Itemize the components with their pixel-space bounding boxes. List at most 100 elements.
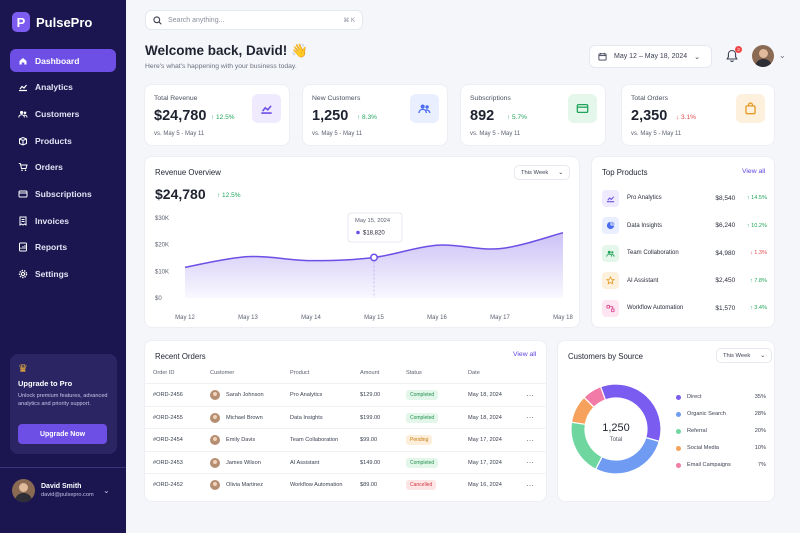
legend-dot (676, 428, 681, 434)
table-row[interactable]: #ORD-2453 James Wilson AI Assistant $149… (144, 450, 547, 474)
x-tick-label: May 17 (490, 315, 510, 321)
list-item[interactable]: AI Assistant $2,450 ↑ 7.8% (602, 271, 767, 291)
kpi-value: 1,250 (312, 108, 349, 124)
list-item[interactable]: Workflow Automation $1,570 ↑ 3.4% (602, 298, 767, 318)
page-title: Welcome back, David! 👋 (145, 43, 308, 58)
more-icon[interactable]: ··· (526, 413, 534, 423)
product-amount: $8,540 (715, 194, 736, 202)
status-badge: Completed (406, 412, 439, 423)
revenue-area (185, 232, 563, 298)
search-icon (153, 15, 162, 25)
card-icon (18, 190, 28, 198)
column-header: Date (468, 370, 480, 376)
sidebar-item-label: Invoices (35, 215, 70, 226)
kpi-comparison: vs. May 5 - May 11 (312, 131, 363, 137)
sidebar-item-subscriptions[interactable]: Subscriptions (10, 182, 116, 205)
logo[interactable]: P PulsePro (12, 12, 92, 32)
y-tick-label: $20K (155, 243, 169, 249)
kpi-value: 2,350 (631, 108, 668, 124)
kpi-card-new-customers[interactable]: New Customers 1,250 ↑ 8.3% vs. May 5 - M… (302, 84, 448, 146)
tooltip-dot (356, 230, 360, 235)
more-icon[interactable]: ··· (526, 458, 534, 468)
y-tick-label: $30K (155, 216, 169, 222)
avatar[interactable] (752, 45, 774, 67)
x-tick-label: May 16 (427, 315, 447, 321)
customer-name: Olivia Martinez (226, 482, 263, 489)
sidebar-item-dashboard[interactable]: Dashboard (10, 49, 116, 72)
search-bar[interactable]: Search anything... ⌘ K (145, 10, 363, 30)
chart-icon (261, 105, 272, 114)
sidebar-nav: Dashboard Analytics Customers Products Order… (10, 49, 116, 289)
revenue-value: $24,780 (155, 186, 206, 202)
kpi-card-total-revenue[interactable]: Total Revenue $24,780 ↑ 12.5% vs. May 5 … (144, 84, 290, 146)
upgrade-button[interactable]: Upgrade Now (18, 424, 107, 444)
legend-item: Organic Search 28% (676, 408, 766, 420)
user-profile[interactable]: David Smith david@pulsepro.com (12, 479, 94, 502)
legend-item: Direct 35% (676, 391, 766, 403)
view-all-link[interactable]: View all (742, 168, 766, 175)
more-icon[interactable]: ··· (526, 435, 534, 445)
order-date: May 18, 2024 (468, 414, 502, 421)
sidebar-item-analytics[interactable]: Analytics (10, 76, 116, 99)
sidebar-item-customers[interactable]: Customers (10, 102, 116, 125)
list-item[interactable]: Data Insights $6,240 ↑ 10.2% (602, 216, 767, 236)
invoice-icon (19, 216, 27, 226)
revenue-title: Revenue Overview (155, 168, 221, 177)
chevron-down-icon[interactable]: ⌄ (103, 486, 110, 495)
period-label: This Week (723, 352, 751, 359)
x-tick-label: May 12 (175, 315, 195, 321)
order-id: #ORD-2454 (153, 437, 183, 444)
kpi-card-total-orders[interactable]: Total Orders 2,350 ↓ 3.1% vs. May 5 - Ma… (621, 84, 775, 146)
sidebar: P PulsePro Dashboard Analytics Customers Pr… (0, 0, 126, 533)
box-icon (19, 136, 27, 146)
bell-icon[interactable] (724, 48, 740, 64)
table-row[interactable]: #ORD-2454 Emily Davis Team Collaboration… (144, 428, 547, 451)
chevron-down-icon[interactable]: ⌄ (779, 51, 786, 60)
customer-name: Michael Brown (226, 414, 263, 421)
kpi-comparison: vs. May 5 - May 11 (154, 131, 205, 137)
table-row[interactable]: #ORD-2455 Michael Brown Data Insights $1… (144, 405, 547, 429)
sidebar-item-reports[interactable]: Reports (10, 236, 116, 259)
date-range-label: May 12 – May 18, 2024 (614, 53, 688, 60)
sidebar-item-invoices[interactable]: Invoices (10, 209, 116, 232)
order-status: Completed (406, 452, 439, 474)
table-row[interactable]: #ORD-2456 Sarah Johnson Pro Analytics $1… (144, 383, 547, 406)
list-item[interactable]: Team Collaboration $4,980 ↓ 1.3% (602, 243, 767, 263)
legend-dot (676, 411, 681, 417)
period-select[interactable]: This Week ⌄ (716, 348, 773, 363)
kpi-label: Total Revenue (154, 95, 198, 102)
x-tick-label: May 14 (301, 315, 321, 321)
order-status: Completed (406, 407, 439, 429)
product-amount: $4,980 (715, 249, 736, 257)
chart-tooltip (347, 212, 403, 243)
revenue-delta: ↑ 12.5% (217, 192, 241, 199)
avatar (210, 390, 220, 400)
tooltip-date: May 15, 2024 (355, 218, 391, 224)
sidebar-item-orders[interactable]: Orders (10, 156, 116, 179)
shortcut-hint: ⌘ K (343, 17, 355, 24)
date-range-picker[interactable]: May 12 – May 18, 2024 ⌄ (589, 45, 712, 68)
sidebar-item-label: Orders (35, 162, 63, 173)
order-status: Pending (406, 429, 433, 451)
y-tick-label: $0 (155, 296, 162, 302)
status-badge: Pending (406, 435, 433, 446)
list-item[interactable]: Pro Analytics $8,540 ↑ 14.5% (602, 188, 767, 208)
period-label: This Week (521, 169, 549, 176)
search-input[interactable]: Search anything... (168, 16, 225, 24)
sidebar-item-label: Customers (35, 108, 80, 119)
sidebar-item-products[interactable]: Products (10, 129, 116, 152)
more-icon[interactable]: ··· (526, 390, 534, 400)
upgrade-text: Unlock premium features, advanced analyt… (18, 393, 108, 407)
customer-name: James Wilson (226, 459, 261, 466)
table-row[interactable]: #ORD-2452 Olivia Martinez Workflow Autom… (144, 473, 547, 496)
sidebar-item-settings[interactable]: Settings (10, 263, 116, 286)
legend-dot (676, 394, 681, 400)
kpi-icon-box (568, 94, 597, 123)
revenue-overview-card: Revenue Overview $24,780 ↑ 12.5% This We… (144, 156, 580, 328)
revenue-chart: $0 $10K $20K $30K May 12 May 13 May 14 May 15 Ma… (155, 212, 573, 321)
more-icon[interactable]: ··· (526, 480, 534, 490)
period-select[interactable]: This Week ⌄ (514, 165, 571, 180)
divider (0, 467, 126, 468)
kpi-card-subscriptions[interactable]: Subscriptions 892 ↑ 5.7% vs. May 5 - May… (460, 84, 606, 146)
view-all-link[interactable]: View all (513, 351, 537, 358)
